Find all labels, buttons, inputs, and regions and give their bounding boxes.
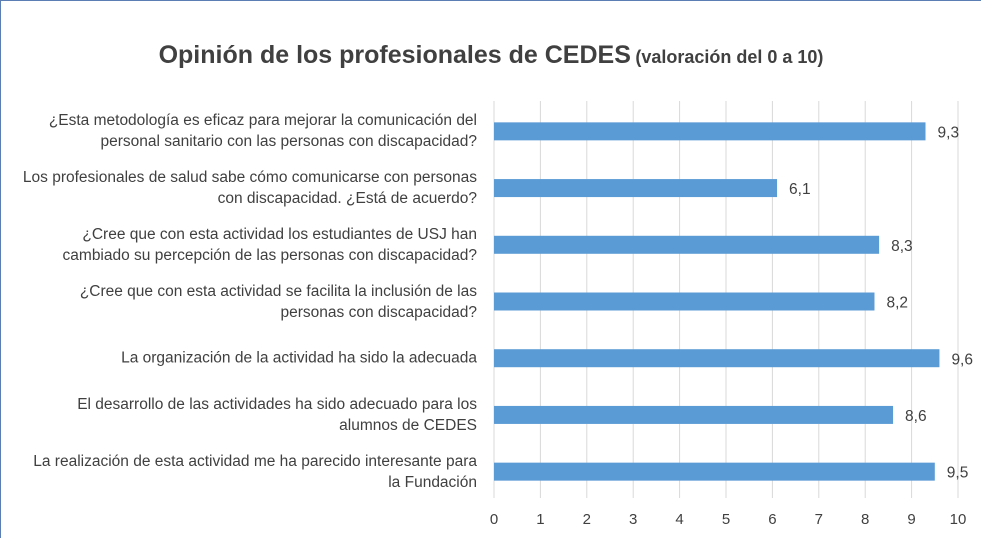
category-label: ¿Cree que con esta actividad se facilita… <box>79 282 477 321</box>
value-label: 9,3 <box>938 124 960 141</box>
category-label: ¿Cree que con esta actividad los estudia… <box>62 225 477 264</box>
bar <box>494 122 926 141</box>
value-label: 9,5 <box>947 465 969 482</box>
x-tick-label: 5 <box>722 511 730 528</box>
x-tick-label: 1 <box>536 511 544 528</box>
bar <box>494 292 875 311</box>
value-label: 8,3 <box>891 238 913 255</box>
value-label: 9,6 <box>951 351 973 368</box>
x-tick-label: 6 <box>768 511 776 528</box>
category-label: La realización de esta actividad me ha p… <box>33 452 477 491</box>
chart-title: Opinión de los profesionales de CEDES <box>158 41 631 69</box>
x-tick-label: 3 <box>629 511 637 528</box>
x-tick-label: 9 <box>907 511 915 528</box>
value-label: 8,2 <box>886 295 908 312</box>
bar <box>494 179 778 198</box>
value-label: 6,1 <box>789 181 811 198</box>
x-tick-label: 10 <box>950 511 967 528</box>
category-label: La organización de la actividad ha sido … <box>121 349 477 367</box>
category-label: El desarrollo de las actividades ha sido… <box>77 395 477 434</box>
bar <box>494 405 894 424</box>
x-tick-label: 8 <box>861 511 869 528</box>
bar <box>494 235 880 254</box>
title-block: Opinión de los profesionales de CEDES (v… <box>1 41 981 70</box>
category-label: Los profesionales de salud sabe cómo com… <box>22 169 477 208</box>
value-label: 8,6 <box>905 408 927 425</box>
x-tick-label: 0 <box>490 511 498 528</box>
bar <box>494 349 940 368</box>
x-tick-label: 7 <box>815 511 823 528</box>
chart-subtitle: (valoración del 0 a 10) <box>635 47 824 67</box>
bar <box>494 462 935 481</box>
x-tick-label: 4 <box>675 511 683 528</box>
category-label: ¿Esta metodología es eficaz para mejorar… <box>48 112 477 151</box>
x-tick-label: 2 <box>583 511 591 528</box>
